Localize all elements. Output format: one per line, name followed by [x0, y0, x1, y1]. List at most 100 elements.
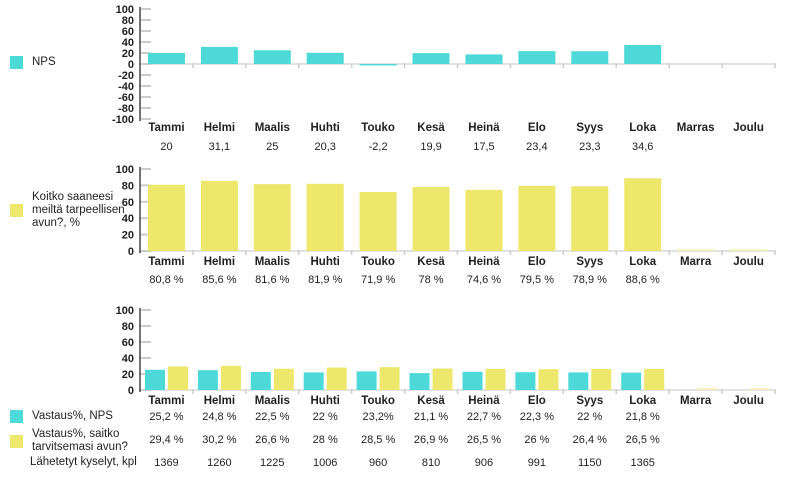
month-label: Marras — [676, 122, 715, 134]
svg-text:40: 40 — [122, 37, 134, 49]
help-received-value — [669, 273, 722, 287]
month-label: Marra — [679, 395, 712, 407]
svg-text:60: 60 — [122, 197, 134, 209]
response-nps-value: 22 % — [577, 411, 603, 423]
response-help-value: 30,2 % — [202, 434, 237, 446]
response-help-value: 26,5 % — [625, 434, 660, 446]
svg-text:0: 0 — [128, 59, 134, 71]
response-help-value: 26 % — [524, 434, 550, 446]
sent-surveys-value: 991 — [527, 457, 547, 469]
response-nps-value: 22,5 % — [255, 411, 290, 423]
sent-surveys-value: 1006 — [312, 457, 338, 469]
response-nps-value: 25,2 % — [149, 411, 184, 423]
month-label: Loka — [629, 256, 657, 268]
sent-surveys-value: 1150 — [577, 457, 602, 469]
month-label: Touko — [361, 256, 395, 268]
month-label: Heinä — [468, 395, 500, 407]
response-nps-value: 23,2% — [362, 411, 394, 423]
month-label: Tammi — [148, 122, 185, 134]
month-label: Maalis — [254, 256, 290, 268]
month-label: Tammi — [148, 395, 185, 407]
response-nps-value: 22,3 % — [519, 411, 554, 423]
response-nps-value: 24,8 % — [202, 411, 237, 423]
svg-text:20: 20 — [122, 230, 134, 242]
response-help-values-row: 29,4 % 30,2 % 26,6 % 28 % 28,5 % 26,9 % 26,5 %… — [140, 433, 775, 447]
help-received-value: 81,6 % — [255, 274, 290, 286]
legend-help-received: Koitko saaneesi meiltä tarpeellisen avun… — [10, 191, 144, 230]
month-label: Syys — [576, 122, 604, 134]
sent-surveys-value — [669, 456, 722, 470]
nps-chart-plot: 100 80 60 40 20 0 -20 -40 -60 -80 -100 — [100, 1, 780, 132]
month-label: Helmi — [203, 122, 236, 134]
help-received-chart-plot: 100 80 60 40 20 0 — [100, 161, 780, 264]
month-label: Maalis — [254, 395, 290, 407]
nps-value: 20,3 — [314, 141, 336, 153]
nps-value: 34,6 — [631, 141, 654, 153]
help-received-value: 74,6 % — [466, 274, 502, 286]
response-nps-value: 22,7 % — [466, 411, 502, 423]
sent-surveys-value — [722, 456, 775, 470]
legend-help-label: Koitko saaneesi meiltä tarpeellisen avun… — [32, 191, 125, 229]
svg-text:-60: -60 — [118, 92, 134, 104]
response-help-value: 28 % — [312, 434, 338, 446]
help-received-value: 85,6 % — [202, 274, 237, 286]
legend-sent-surveys-label: Lähetetyt kyselyt, kpl — [30, 456, 137, 468]
month-label: Loka — [629, 122, 657, 134]
month-label: Elo — [527, 122, 546, 134]
response-rate-month-axis: Tammi Helmi Maalis Huhti Touko Kesä Heinä Elo Sy… — [140, 394, 775, 408]
nps-values-row: 20 31,1 25 20,3 -2,2 19,9 17,5 23,4 23,3 34,6 — [140, 140, 775, 154]
nps-value: -2,2 — [368, 141, 388, 153]
month-label: Heinä — [468, 122, 500, 134]
nps-value: 20 — [160, 141, 173, 153]
svg-text:0: 0 — [128, 385, 134, 397]
nps-series-swatch — [10, 56, 23, 69]
legend-response-help-label: Vastaus%, saitko tarvitsemasi avun? — [32, 428, 128, 453]
svg-text:-20: -20 — [118, 70, 134, 82]
month-label: Kesä — [417, 395, 445, 407]
sent-surveys-value: 810 — [421, 457, 441, 469]
svg-text:100: 100 — [116, 4, 134, 16]
sent-surveys-value: 906 — [474, 457, 494, 469]
month-label: Joulu — [733, 122, 764, 134]
response-help-value: 28,5 % — [360, 434, 396, 446]
response-help-value: 29,4 % — [149, 434, 184, 446]
month-label: Huhti — [310, 122, 340, 134]
svg-text:80: 80 — [122, 321, 134, 333]
response-help-value — [669, 433, 722, 447]
svg-text:20: 20 — [122, 369, 134, 381]
response-nps-value: 21,1 % — [413, 411, 449, 423]
month-label: Joulu — [733, 395, 764, 407]
help-received-value: 80,8 % — [149, 274, 184, 286]
legend-response-help: Vastaus%, saitko tarvitsemasi avun? — [10, 428, 142, 454]
month-label: Huhti — [310, 395, 340, 407]
month-label: Elo — [527, 395, 546, 407]
month-label: Maalis — [254, 122, 290, 134]
sent-surveys-value: 1225 — [260, 457, 285, 469]
nps-value: 19,9 — [420, 141, 442, 153]
svg-text:0: 0 — [128, 246, 134, 258]
legend-nps-label: NPS — [32, 56, 56, 68]
response-nps-value: 22 % — [312, 411, 338, 423]
svg-text:60: 60 — [122, 337, 134, 349]
svg-text:-80: -80 — [118, 103, 134, 115]
svg-text:80: 80 — [122, 15, 134, 27]
month-label: Syys — [576, 256, 604, 268]
response-nps-values-row: 25,2 % 24,8 % 22,5 % 22 % 23,2% 21,1 % 22,7 % 2… — [140, 410, 775, 424]
legend-response-nps: Vastaus%, NPS — [10, 410, 113, 423]
sent-surveys-values-row: 1369 1260 1225 1006 960 810 906 991 1150 1365 — [140, 456, 775, 470]
nps-value: 23,4 — [526, 141, 548, 153]
nps-value — [722, 140, 775, 154]
nps-value — [669, 140, 722, 154]
month-label: Marra — [679, 256, 712, 268]
month-label: Elo — [527, 256, 546, 268]
response-nps-swatch — [10, 410, 23, 423]
month-label: Loka — [629, 395, 657, 407]
response-nps-value: 21,8 % — [625, 411, 660, 423]
month-label: Touko — [361, 395, 395, 407]
sent-surveys-value: 1365 — [630, 457, 655, 469]
svg-text:100: 100 — [116, 305, 134, 317]
sent-surveys-value: 1260 — [207, 457, 232, 469]
nps-value: 23,3 — [579, 141, 601, 153]
nps-month-axis: Tammi Helmi Maalis Huhti Touko Kesä Heinä Elo Sy… — [140, 121, 775, 135]
